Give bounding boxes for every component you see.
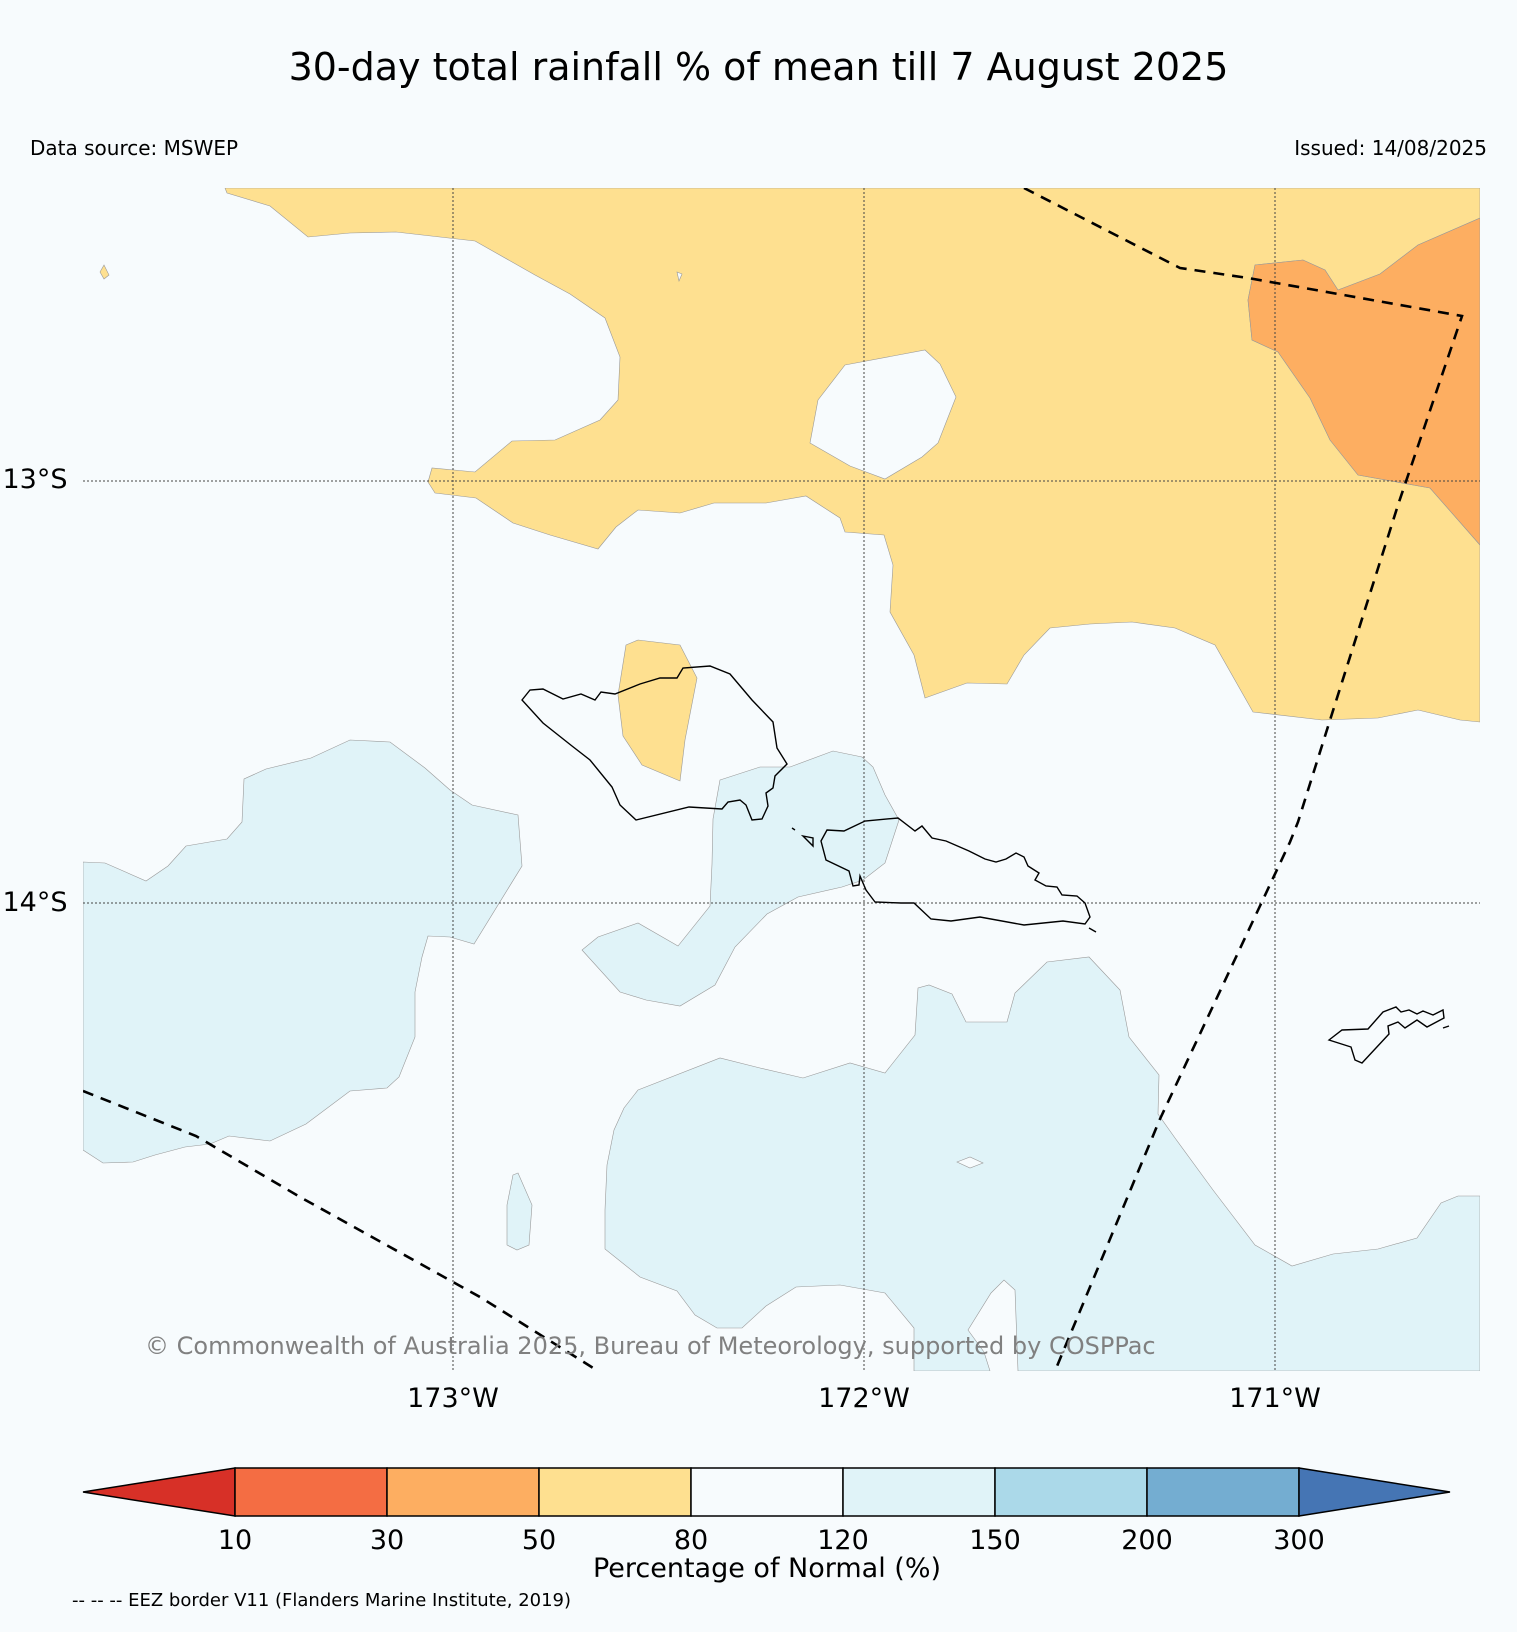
colorbar-swatch bbox=[386, 1467, 540, 1517]
eez-border-north bbox=[1023, 188, 1464, 1371]
contour-120-150-small bbox=[506, 1172, 533, 1251]
contour-50-80-savaii bbox=[617, 639, 698, 782]
coastlines bbox=[521, 665, 1445, 1064]
contour-120-150-south bbox=[604, 956, 1480, 1371]
coastline-savaii bbox=[521, 665, 788, 821]
lon-label-171w: 171°W bbox=[1229, 1383, 1321, 1414]
colorbar-extend-low bbox=[82, 1467, 236, 1517]
coastline-aunuu bbox=[1442, 1025, 1450, 1029]
eez-border-southwest bbox=[83, 1089, 599, 1371]
colorbar-tick-label: 10 bbox=[218, 1525, 252, 1556]
colorbar-tick-label: 30 bbox=[370, 1525, 404, 1556]
colorbar-swatch bbox=[690, 1467, 844, 1517]
colorbar-swatch bbox=[538, 1467, 692, 1517]
colorbar-extend-high bbox=[1298, 1467, 1451, 1517]
colorbar-label: Percentage of Normal (%) bbox=[593, 1553, 941, 1584]
lon-label-173w: 173°W bbox=[407, 1383, 499, 1414]
issued-date-label: Issued: 14/08/2025 bbox=[1294, 136, 1487, 160]
colorbar-swatch bbox=[842, 1467, 996, 1517]
colorbar-swatch bbox=[234, 1467, 388, 1517]
contour-30-50-northeast bbox=[1247, 217, 1480, 546]
colorbar-tick-label: 200 bbox=[1121, 1525, 1173, 1556]
colorbar-swatch bbox=[994, 1467, 1148, 1517]
coastline-upolu-east bbox=[1088, 927, 1097, 933]
contour-120-150-west bbox=[83, 739, 523, 1164]
lat-label-14s: 14°S bbox=[3, 887, 68, 918]
lon-label-172w: 172°W bbox=[818, 1383, 910, 1414]
eez-legend-note: -- -- -- EEZ border V11 (Flanders Marine… bbox=[72, 1590, 572, 1611]
coastline-tutuila bbox=[1327, 1006, 1445, 1064]
gridlines bbox=[83, 188, 1480, 1371]
colorbar-swatch bbox=[1146, 1467, 1300, 1517]
eez-borders bbox=[83, 188, 1464, 1371]
data-source-label: Data source: MSWEP bbox=[30, 136, 239, 160]
coastline-manono bbox=[800, 834, 814, 848]
colorbar: 10 30 50 80 120 150 200 300 bbox=[82, 1467, 1451, 1556]
colorbar-tick-label: 300 bbox=[1273, 1525, 1325, 1556]
contour-50-80-small-west bbox=[99, 264, 110, 280]
copyright-text: © Commonwealth of Australia 2025, Bureau… bbox=[145, 1332, 1156, 1360]
colorbar-tick-label: 80 bbox=[674, 1525, 708, 1556]
map-title: 30-day total rainfall % of mean till 7 A… bbox=[288, 45, 1229, 89]
colorbar-tick-label: 120 bbox=[817, 1525, 869, 1556]
coastline-upolu bbox=[820, 817, 1091, 926]
contour-120-150-central bbox=[581, 750, 900, 1007]
rainfall-contours bbox=[83, 188, 1480, 1371]
colorbar-tick-label: 150 bbox=[969, 1525, 1021, 1556]
lat-label-13s: 13°S bbox=[3, 464, 68, 495]
contour-small-gap bbox=[676, 271, 683, 282]
colorbar-tick-label: 50 bbox=[522, 1525, 556, 1556]
coastline-apolima bbox=[791, 827, 796, 831]
